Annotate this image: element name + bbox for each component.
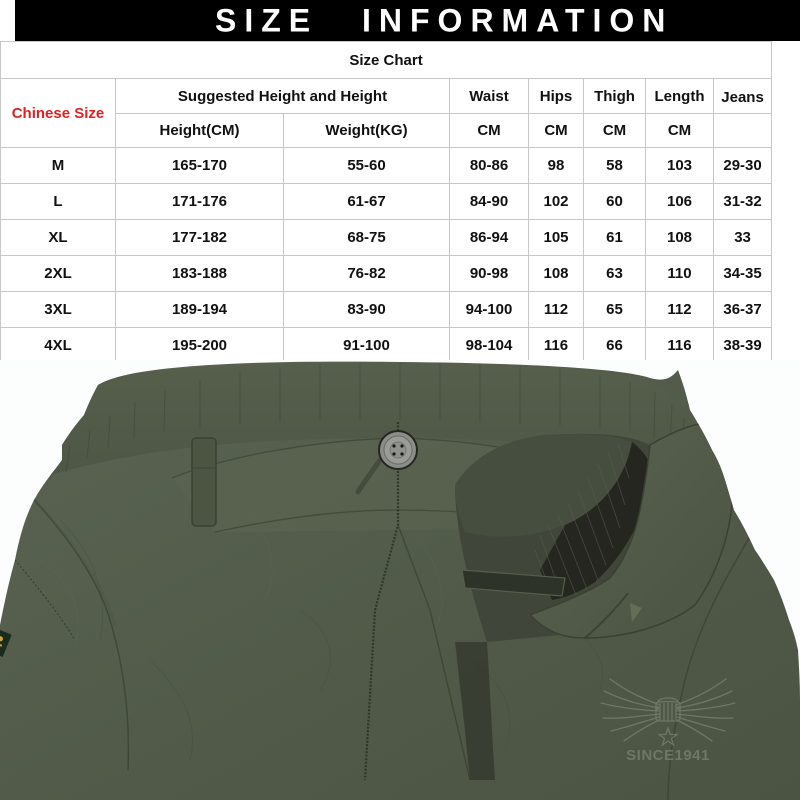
svg-text:SINCE1941: SINCE1941 — [626, 747, 710, 764]
